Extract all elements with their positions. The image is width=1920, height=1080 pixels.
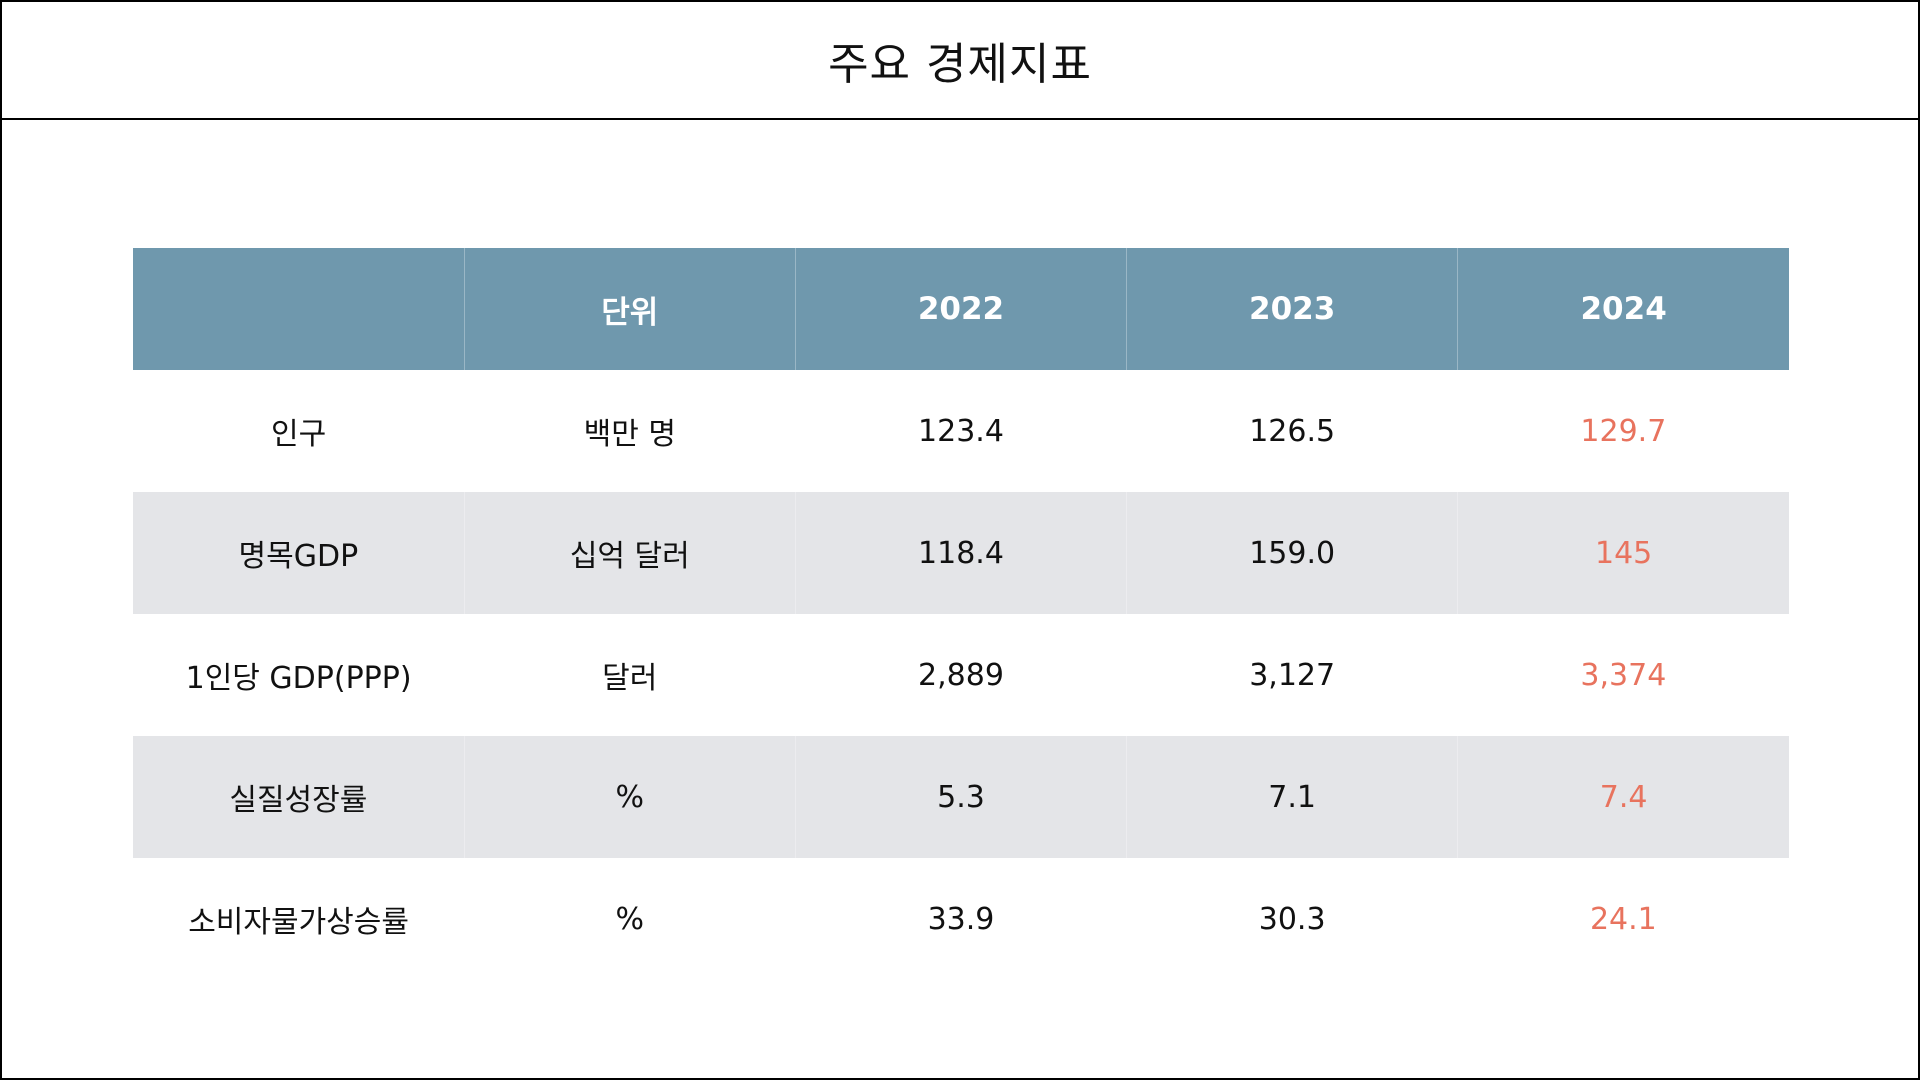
header-cell-2023: 2023 [1126,248,1458,370]
value-2022: 123.4 [918,413,1004,449]
header-cell-2024: 2024 [1457,248,1789,370]
table-row: 소비자물가상승률 % 33.9 30.3 24.1 [133,858,1789,980]
value-2024: 145 [1457,492,1789,614]
indicator-name: 인구 [270,417,327,452]
indicator-unit: 달러 [602,661,658,696]
value-2024: 3,374 [1580,657,1667,693]
table-row: 인구 백만 명 123.4 126.5 129.7 [133,370,1789,492]
indicator-name: 소비자물가상승률 [188,905,409,940]
value-2023: 30.3 [1258,901,1326,937]
title-bar: 주요 경제지표 [2,2,1918,120]
indicator-name: 실질성장률 [133,736,465,858]
indicator-unit: 백만 명 [583,417,676,452]
indicator-table-container: 단위 2022 2023 2024 인구 백만 명 123.4 126.5 12… [133,248,1789,980]
value-2022: 33.9 [927,901,995,937]
indicator-unit: % [463,736,796,858]
value-2023: 159.0 [1126,492,1458,614]
indicator-unit: 십억 달러 [463,492,796,614]
header-cell-unit: 단위 [463,248,796,370]
economic-indicators-table: 단위 2022 2023 2024 인구 백만 명 123.4 126.5 12… [133,248,1789,980]
table-row: 1인당 GDP(PPP) 달러 2,889 3,127 3,374 [133,614,1789,736]
value-2023: 7.1 [1126,736,1458,858]
value-2022: 2,889 [918,657,1004,693]
table-row: 명목GDP 십억 달러 118.4 159.0 145 [133,492,1789,614]
value-2023: 3,127 [1249,657,1336,693]
header-cell-indicator [133,248,465,370]
table-header-row: 단위 2022 2023 2024 [133,248,1789,370]
indicator-name: 명목GDP [133,492,465,614]
value-2023: 126.5 [1249,413,1336,449]
value-2024: 129.7 [1580,413,1667,449]
header-cell-2022: 2022 [794,248,1127,370]
page-title: 주요 경제지표 [828,39,1092,90]
indicator-unit: % [615,901,645,937]
table-row: 실질성장률 % 5.3 7.1 7.4 [133,736,1789,858]
value-2024: 24.1 [1589,901,1657,937]
value-2024: 7.4 [1457,736,1789,858]
value-2022: 118.4 [794,492,1127,614]
indicator-name: 1인당 GDP(PPP) [185,661,412,696]
value-2022: 5.3 [794,736,1127,858]
